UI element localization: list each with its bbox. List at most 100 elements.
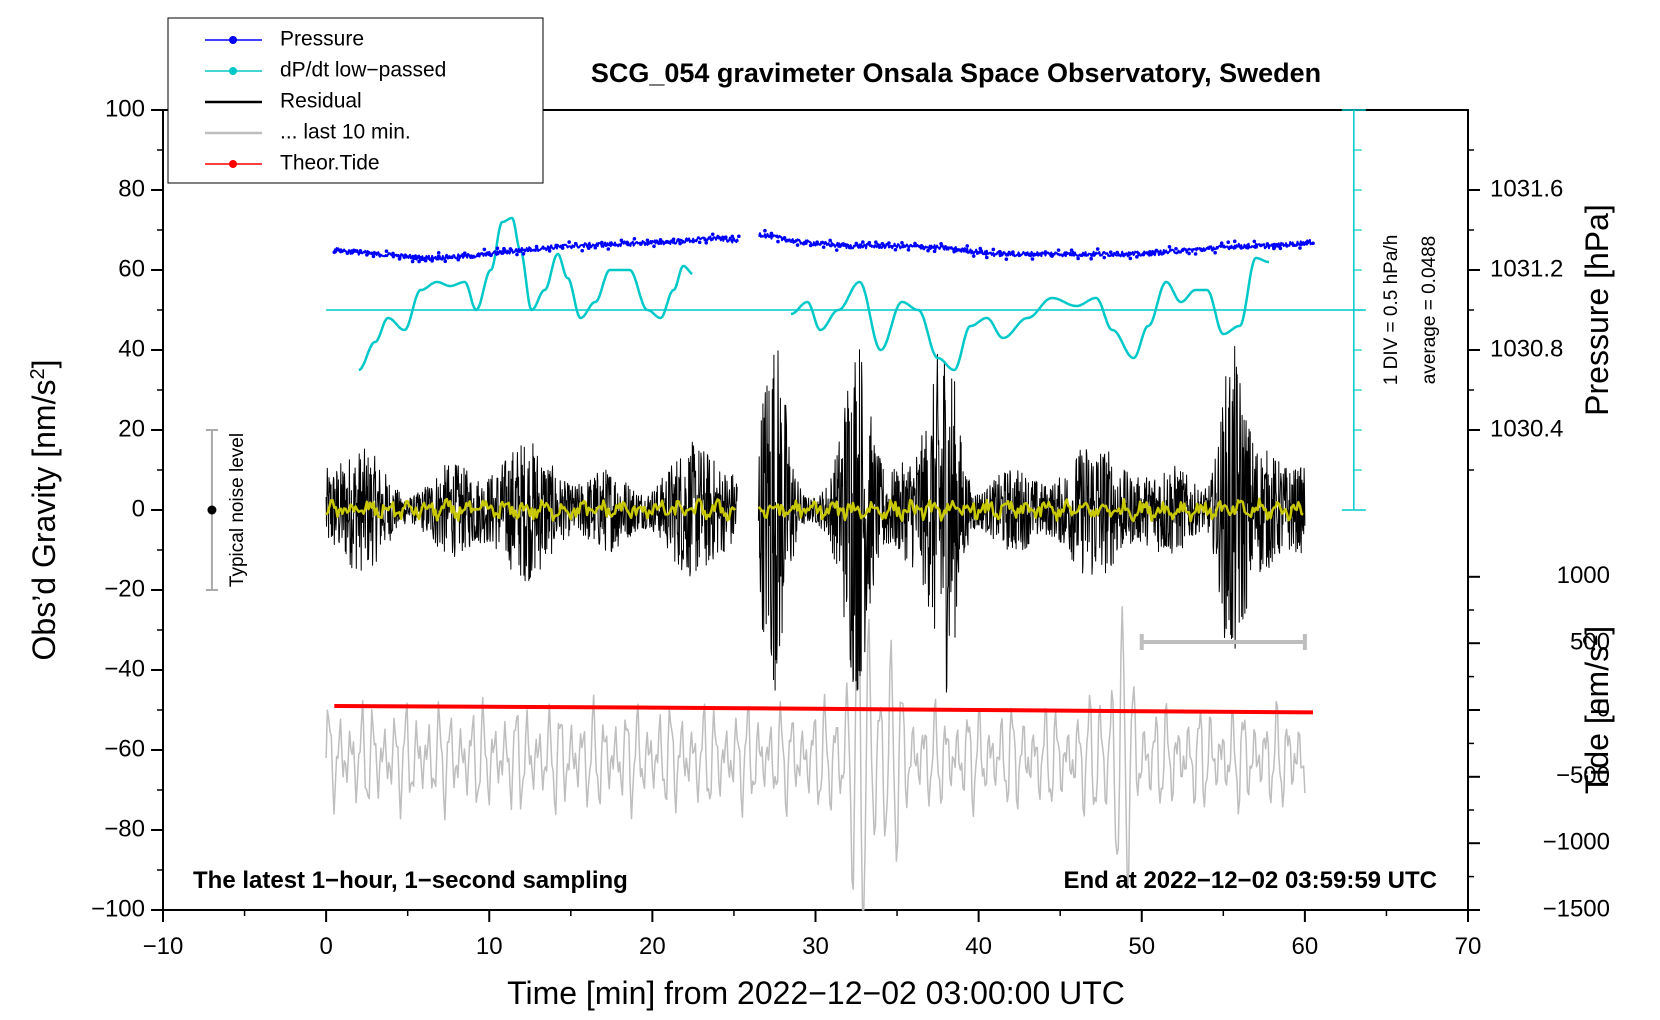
- pressure-point: [476, 253, 480, 258]
- pressure-point: [1011, 250, 1015, 254]
- residual-line: [325, 441, 738, 582]
- y-axis-title-gravity-main: Obs’d Gravity [nm/s: [26, 380, 62, 661]
- pressure-point: [534, 244, 539, 249]
- pressure-point: [1259, 243, 1263, 248]
- pressure-point: [1017, 253, 1022, 258]
- pressure-point: [352, 248, 356, 253]
- y-tick-label: 60: [118, 255, 145, 282]
- dpdt-average-label: average = 0.0488: [1419, 236, 1440, 384]
- y-axis-title-tide-main: Tide [nm/s: [1579, 646, 1615, 794]
- pressure-point: [1095, 247, 1100, 251]
- pressure-point: [423, 258, 428, 263]
- pressure-point: [926, 248, 930, 253]
- pressure-point: [1024, 252, 1028, 257]
- legend-swatch-marker: [229, 67, 237, 75]
- y-axis-title-tide: Tide [nm/s2]: [1579, 626, 1615, 794]
- pressure-point: [906, 248, 911, 252]
- pressure-point: [802, 241, 806, 246]
- dpdt-scale-label: 1 DIV = 0.5 hPa/h: [1381, 235, 1402, 386]
- legend-label: ... last 10 min.: [280, 121, 411, 144]
- pressure-point: [560, 246, 565, 250]
- y-axis-title-tide-end: ]: [1579, 626, 1615, 635]
- legend-label: Theor.Tide: [280, 152, 380, 175]
- pressure-point: [998, 249, 1002, 254]
- pressure-point: [652, 244, 656, 249]
- pressure-point: [528, 247, 532, 251]
- pressure-point: [1108, 250, 1113, 254]
- pressure-point: [658, 238, 663, 242]
- pressure-point: [573, 241, 578, 246]
- pressure-point: [717, 235, 722, 240]
- series-tide: [334, 704, 1314, 715]
- pressure-point: [952, 249, 956, 254]
- series-residual: [325, 346, 1306, 693]
- pressure-point: [600, 240, 604, 245]
- pressure-point: [932, 249, 937, 254]
- pressure-point: [580, 248, 585, 253]
- pressure-point: [515, 252, 519, 257]
- tide-tick-label: −1000: [1543, 829, 1610, 856]
- y-tick-label: 80: [118, 175, 145, 202]
- pressure-point: [847, 245, 852, 250]
- legend-label: dP/dt low−passed: [280, 59, 446, 82]
- dpdt-line: [790, 256, 1270, 372]
- residual-smooth-line: [757, 497, 1304, 523]
- pressure-point: [900, 240, 904, 245]
- pressure-tick-label: 1030.4: [1490, 415, 1563, 442]
- pressure-point: [1272, 246, 1276, 251]
- pressure-point: [834, 248, 839, 252]
- pressure-point: [965, 244, 970, 248]
- x-tick-label: 30: [802, 933, 829, 960]
- pressure-point: [1102, 255, 1107, 260]
- pressure-point: [789, 239, 793, 243]
- pressure-point: [1265, 242, 1270, 246]
- pressure-point: [443, 259, 448, 264]
- tide-line: [334, 704, 1314, 715]
- pressure-point: [1056, 248, 1061, 252]
- y-tick-label: 100: [105, 95, 145, 122]
- pressure-point: [880, 241, 885, 246]
- pressure-point: [339, 248, 343, 253]
- y-axis-title-pressure: Pressure [hPa]: [1579, 204, 1615, 416]
- pressure-point: [1122, 252, 1126, 257]
- y-axis-title-gravity-end: ]: [26, 360, 62, 369]
- pressure-point: [449, 255, 454, 260]
- residual-line: [757, 346, 1306, 693]
- legend-label: Residual: [280, 90, 362, 113]
- pressure-point: [547, 249, 552, 253]
- chart-title: SCG_054 gravimeter Onsala Space Observat…: [591, 58, 1321, 88]
- pressure-point: [586, 246, 591, 251]
- pressure-point: [984, 255, 989, 260]
- pressure-point: [1193, 252, 1198, 256]
- y-tick-label: −60: [104, 735, 145, 762]
- pressure-point: [1239, 246, 1244, 250]
- pressure-point: [482, 247, 487, 252]
- pressure-point: [1226, 240, 1231, 245]
- x-tick-label: 10: [476, 933, 503, 960]
- pressure-line: [333, 234, 739, 262]
- pressure-point: [613, 242, 617, 247]
- pressure-point: [684, 237, 689, 242]
- pressure-point: [593, 245, 598, 250]
- pressure-point: [462, 251, 467, 256]
- pressure-point: [991, 247, 996, 252]
- pressure-point: [1285, 243, 1289, 248]
- pressure-point: [665, 239, 669, 244]
- pressure-point: [815, 240, 819, 245]
- pressure-point: [795, 243, 800, 247]
- pressure-point: [554, 243, 558, 248]
- pressure-point: [639, 241, 643, 246]
- pressure-point: [1291, 243, 1296, 248]
- pressure-point: [436, 250, 441, 255]
- pressure-point: [1154, 248, 1159, 253]
- pressure-point: [945, 246, 950, 250]
- dpdt-line: [358, 216, 693, 372]
- tide-tick-label: 0: [1597, 695, 1610, 722]
- pressure-point: [1174, 246, 1178, 251]
- pressure-point: [1206, 246, 1211, 251]
- axis-ticks: −10 0 10 20 30 40 50 60 70−100−80−60−40−20020406…: [91, 95, 1610, 960]
- pressure-point: [404, 254, 408, 259]
- x-tick-label: −10: [143, 933, 184, 960]
- pressure-point: [1128, 256, 1133, 261]
- pressure-point: [971, 254, 976, 258]
